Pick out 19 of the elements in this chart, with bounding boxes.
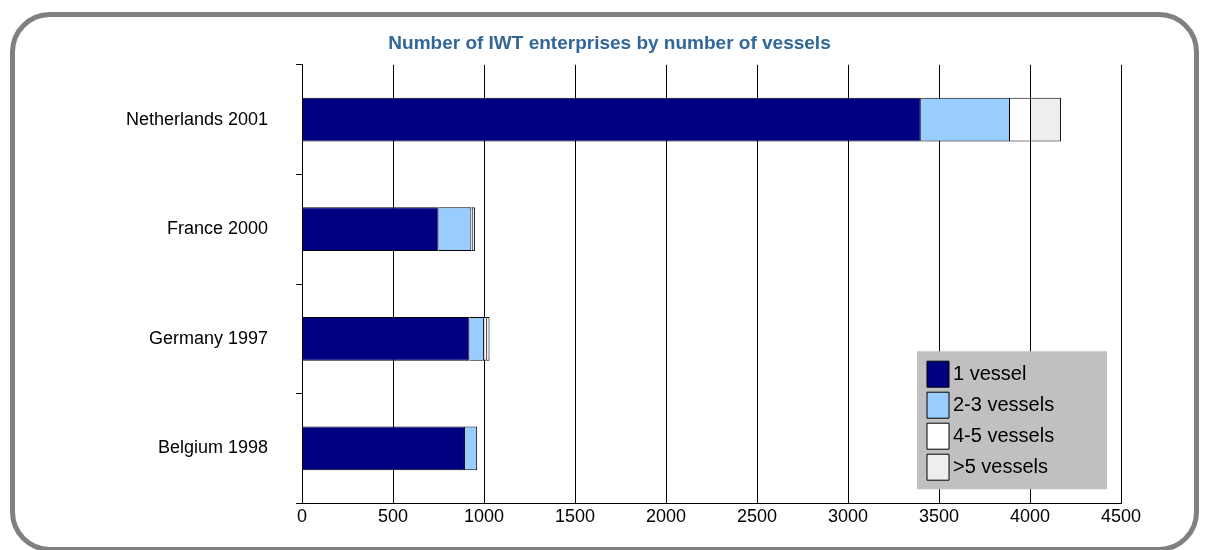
x-tick-label: 4000 bbox=[1009, 505, 1051, 526]
y-tick-label: Belgium 1998 bbox=[158, 437, 269, 458]
x-tick-label: 500 bbox=[378, 505, 409, 526]
x-tick-label: 1500 bbox=[555, 505, 596, 526]
x-tick-label: 1000 bbox=[464, 505, 505, 526]
x-tick-label: 2500 bbox=[737, 505, 778, 526]
legend-label: 1 vessel bbox=[953, 361, 1027, 384]
legend-label: >5 vessels bbox=[953, 454, 1049, 477]
x-tick-label: 4500 bbox=[1100, 505, 1142, 526]
legend-label: 2-3 vessels bbox=[953, 392, 1055, 415]
x-tick-label: 0 bbox=[297, 505, 308, 526]
chart-title: Number of IWT enterprises by number of vessels bbox=[388, 31, 831, 53]
legend-label: 4-5 vessels bbox=[953, 423, 1055, 446]
y-tick-label: France 2000 bbox=[167, 218, 269, 239]
x-tick-label: 3500 bbox=[919, 505, 960, 526]
y-tick-label: Netherlands 2001 bbox=[125, 108, 269, 129]
x-tick-label: 3000 bbox=[828, 505, 869, 526]
x-tick-label: 2000 bbox=[646, 505, 687, 526]
y-tick-label: Germany 1997 bbox=[149, 327, 269, 348]
